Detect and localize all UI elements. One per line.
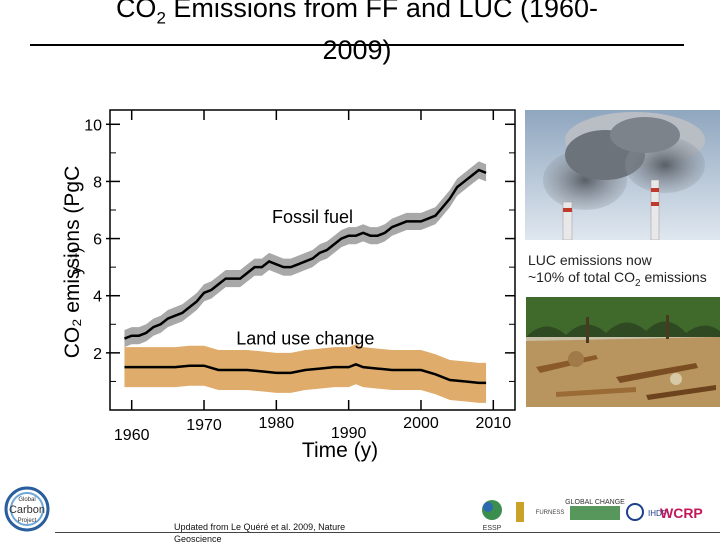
luc-note: LUC emissions now ~10% of total CO2 emis… [528, 252, 707, 289]
svg-text:Global: Global [18, 497, 35, 503]
series-label-land-use-change: Land use change [236, 328, 374, 348]
essp-logo: ESSP [482, 500, 502, 532]
series-line-0 [124, 168, 487, 340]
svg-text:WCRP: WCRP [660, 505, 703, 521]
uncertainty-band-0 [124, 161, 487, 348]
x-axis-ticks: 1960 1970 1980 1990 2000 2010 [114, 110, 511, 444]
svg-text:Carbon: Carbon [9, 504, 45, 516]
x-axis-label: Time (y) [302, 439, 378, 462]
x-tick-label: 1980 [259, 415, 295, 432]
source-credit: Updated from Le Quéré et al. 2009, Natur… [174, 522, 346, 544]
plot-frame [109, 109, 516, 411]
x-tick-label: 1990 [331, 425, 367, 442]
furness-logo: FURNESS [516, 502, 564, 522]
svg-text:Project: Project [18, 518, 37, 524]
series-line-1 [124, 362, 487, 385]
y-tick-label: 4 [93, 289, 102, 306]
x-tick-label: 1960 [114, 427, 150, 444]
x-tick-label: 2000 [403, 415, 439, 432]
x-tick-label: 2010 [476, 415, 512, 432]
partner-logos: ESSP FURNESS GLOBAL CHANGE IHDP WCRP [470, 496, 720, 534]
partner-logos-strip: ESSP FURNESS GLOBAL CHANGE IHDP WCRP [482, 499, 703, 532]
wcrp-logo: WCRP [660, 505, 703, 521]
svg-text:IHDP: IHDP [648, 509, 667, 518]
y-axis-ticks: 2 4 6 8 10 [84, 117, 515, 382]
y-tick-label: 10 [84, 117, 102, 134]
x-tick-label: 1970 [186, 417, 222, 434]
uncertainty-bands [124, 161, 487, 403]
y-tick-label: 2 [93, 346, 102, 363]
global-carbon-project-logo: Global Carbon Project [4, 486, 50, 532]
uncertainty-band-1 [124, 344, 487, 403]
deforestation-photo [526, 297, 720, 407]
svg-text:ESSP: ESSP [483, 525, 502, 532]
smokestack-photo [525, 110, 720, 240]
y-tick-label: 8 [93, 174, 102, 191]
series-label-fossil-fuel: Fossil fuel [272, 207, 353, 227]
series-labels: Fossil fuel Land use change [236, 207, 374, 348]
page-title: CO2 Emissions from FF and LUC (1960- 200… [115, 0, 599, 66]
global-change-logo: GLOBAL CHANGE [565, 499, 625, 520]
series-lines [124, 168, 487, 385]
footer-rule [55, 532, 720, 533]
y-tick-label: 6 [93, 232, 102, 249]
svg-text:FURNESS: FURNESS [536, 510, 565, 516]
ihdp-logo: IHDP [626, 503, 667, 521]
svg-text:GLOBAL CHANGE: GLOBAL CHANGE [565, 499, 625, 506]
title-underline [30, 44, 684, 46]
